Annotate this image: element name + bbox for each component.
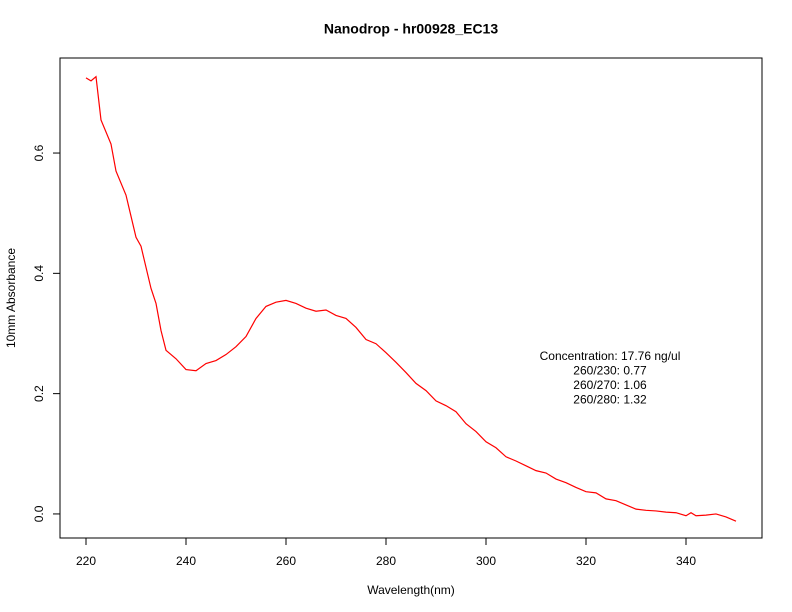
annotation: 260/270: 1.06 xyxy=(573,378,647,392)
x-tick-label: 240 xyxy=(176,554,196,568)
x-axis-label: Wavelength(nm) xyxy=(367,583,455,597)
x-tick-label: 300 xyxy=(476,554,496,568)
annotation: Concentration: 17.76 ng/ul xyxy=(540,349,681,363)
x-tick-label: 220 xyxy=(76,554,96,568)
x-tick-label: 320 xyxy=(576,554,596,568)
x-tick-label: 340 xyxy=(676,554,696,568)
plot-frame xyxy=(59,57,763,539)
chart-title: Nanodrop - hr00928_EC13 xyxy=(324,21,498,37)
x-tick-label: 280 xyxy=(376,554,396,568)
y-tick-label: 0.6 xyxy=(32,144,46,161)
annotation: 260/280: 1.32 xyxy=(573,393,647,407)
data-line xyxy=(85,75,737,522)
annotation: 260/230: 0.77 xyxy=(573,364,647,378)
y-tick-label: 0.0 xyxy=(32,505,46,522)
y-tick-label: 0.4 xyxy=(32,265,46,282)
y-tick-label: 0.2 xyxy=(32,385,46,402)
x-tick-label: 260 xyxy=(276,554,296,568)
y-axis-label: 10mm Absorbance xyxy=(4,248,18,348)
